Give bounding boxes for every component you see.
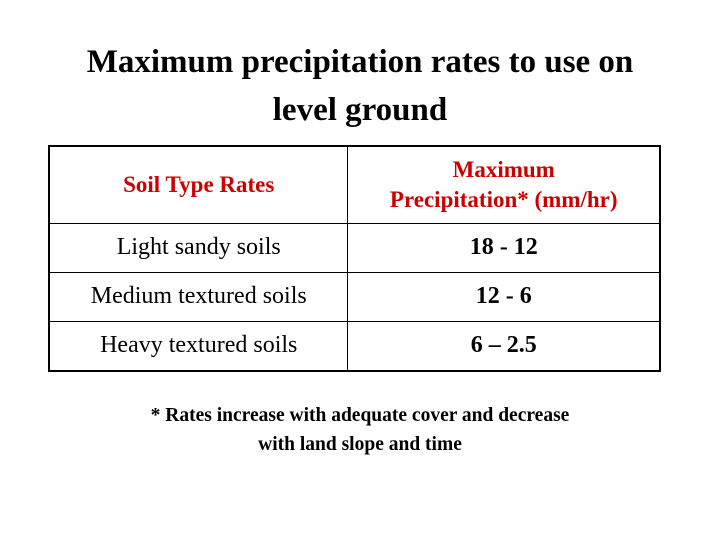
rate-cell: 12 - 6 xyxy=(347,271,661,322)
footnote: * Rates increase with adequate cover and… xyxy=(60,401,660,459)
precipitation-rates-table: Soil Type Rates Maximum Precipitation* (… xyxy=(48,145,661,372)
rate-cell: 6 – 2.5 xyxy=(347,320,661,371)
header-max-precipitation-line-1: Maximum xyxy=(452,156,555,182)
title-line-2: level ground xyxy=(272,92,448,128)
soil-type-cell: Heavy textured soils xyxy=(48,320,349,371)
header-max-precipitation-line-2: Precipitation* (mm/hr) xyxy=(389,186,618,212)
page-title: Maximum precipitation rates to use on le… xyxy=(20,38,700,134)
soil-type-cell: Medium textured soils xyxy=(48,271,349,322)
header-soil-type-label: Soil Type Rates xyxy=(123,171,275,197)
soil-type-cell: Light sandy soils xyxy=(48,222,349,273)
rate-cell: 18 - 12 xyxy=(347,222,661,273)
table-row: Heavy textured soils 6 – 2.5 xyxy=(48,320,661,371)
footnote-line-1: * Rates increase with adequate cover and… xyxy=(150,405,570,426)
title-line-1: Maximum precipitation rates to use on xyxy=(86,44,634,80)
table-header-row: Soil Type Rates Maximum Precipitation* (… xyxy=(48,145,661,224)
table-row: Medium textured soils 12 - 6 xyxy=(48,271,661,322)
footnote-line-2: with land slope and time xyxy=(258,434,462,455)
header-soil-type: Soil Type Rates xyxy=(48,145,349,224)
header-max-precipitation: Maximum Precipitation* (mm/hr) xyxy=(347,145,661,224)
table-row: Light sandy soils 18 - 12 xyxy=(48,222,661,273)
